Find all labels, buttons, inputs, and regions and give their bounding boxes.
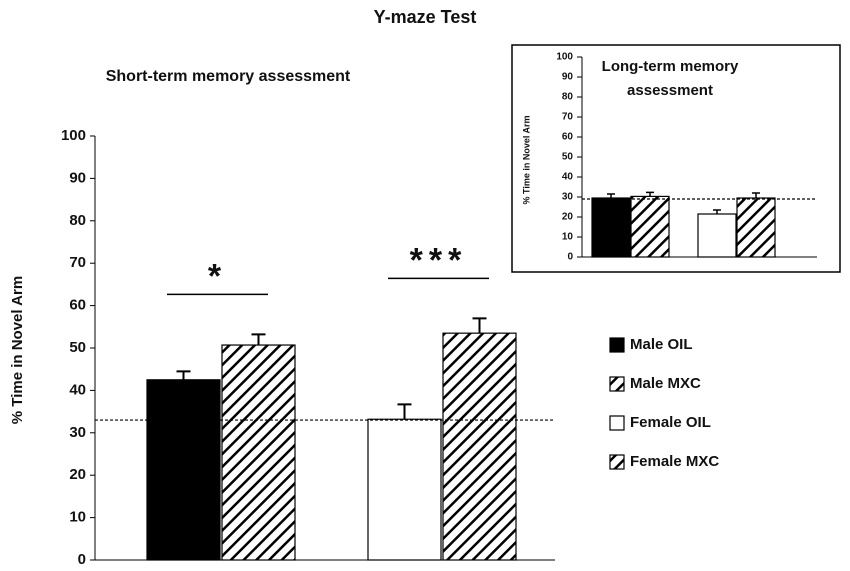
legend-label: Male OIL bbox=[630, 336, 693, 353]
significance-label: * bbox=[208, 257, 227, 295]
bar bbox=[697, 213, 737, 258]
y-tick-label: 30 bbox=[69, 424, 86, 441]
y-tick-label: 50 bbox=[69, 339, 86, 356]
y-tick-label: 0 bbox=[567, 252, 573, 263]
y-tick-label: 40 bbox=[69, 381, 86, 398]
y-tick-label: 50 bbox=[562, 152, 574, 163]
y-tick-label: 60 bbox=[69, 297, 86, 314]
inset-title: Long-term memory assessment bbox=[601, 58, 739, 99]
bar bbox=[442, 332, 517, 561]
error-bar bbox=[251, 333, 266, 346]
y-tick-label: 80 bbox=[69, 212, 86, 229]
legend-swatch bbox=[609, 376, 625, 392]
y-tick-label: 0 bbox=[78, 551, 86, 568]
y-tick-label: 100 bbox=[61, 127, 86, 144]
bar bbox=[736, 197, 776, 258]
y-tick-label: 30 bbox=[562, 192, 574, 203]
inset-y-axis-label: % Time in Novel Arm bbox=[521, 115, 531, 204]
bar bbox=[146, 379, 221, 561]
chart-subtitle: Short-term memory assessment bbox=[106, 68, 351, 85]
error-bar bbox=[713, 209, 721, 214]
y-axis-label: % Time in Novel Arm bbox=[9, 276, 26, 424]
error-bar bbox=[646, 191, 654, 197]
y-tick-label: 90 bbox=[69, 169, 86, 186]
y-tick-label: 20 bbox=[69, 466, 86, 483]
bar bbox=[630, 195, 670, 258]
chart-title: Y-maze Test bbox=[374, 7, 477, 27]
inset-frame bbox=[511, 44, 841, 273]
bar bbox=[221, 344, 296, 561]
error-bar bbox=[752, 192, 760, 198]
legend-label: Female MXC bbox=[630, 453, 719, 470]
bar bbox=[591, 197, 631, 258]
y-tick-label: 70 bbox=[562, 112, 574, 123]
y-tick-label: 80 bbox=[562, 92, 574, 103]
y-tick-label: 10 bbox=[69, 509, 86, 526]
significance-label: *** bbox=[410, 241, 468, 279]
y-tick-label: 20 bbox=[562, 212, 574, 223]
y-tick-label: 40 bbox=[562, 172, 574, 183]
legend-label: Male MXC bbox=[630, 375, 701, 392]
legend-swatch bbox=[609, 337, 625, 353]
y-tick-label: 90 bbox=[562, 72, 574, 83]
error-bar bbox=[176, 370, 191, 380]
error-bar bbox=[472, 317, 487, 334]
legend-label: Female OIL bbox=[630, 414, 711, 431]
y-tick-label: 10 bbox=[562, 232, 574, 243]
y-tick-label: 60 bbox=[562, 132, 574, 143]
error-bar bbox=[607, 193, 615, 198]
error-bar bbox=[397, 403, 412, 420]
legend-swatch bbox=[609, 415, 625, 431]
y-tick-label: 70 bbox=[69, 254, 86, 271]
y-tick-label: 100 bbox=[556, 52, 573, 63]
legend-swatch bbox=[609, 454, 625, 470]
bar bbox=[367, 418, 442, 561]
